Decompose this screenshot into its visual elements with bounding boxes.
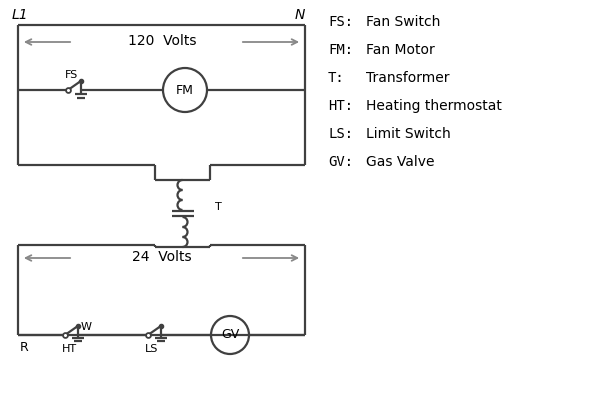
Text: LS:: LS: [328,127,353,141]
Text: GV:: GV: [328,155,353,169]
Text: Transformer: Transformer [366,71,450,85]
Text: GV: GV [221,328,239,342]
Text: LS: LS [145,344,159,354]
Text: FS: FS [65,70,78,80]
Text: 24  Volts: 24 Volts [132,250,192,264]
Text: HT: HT [61,344,77,354]
Text: FM:: FM: [328,43,353,57]
Text: 120  Volts: 120 Volts [128,34,196,48]
Text: Fan Switch: Fan Switch [366,15,440,29]
Text: FS:: FS: [328,15,353,29]
Text: N: N [295,8,306,22]
Text: Limit Switch: Limit Switch [366,127,451,141]
Text: L1: L1 [12,8,29,22]
Text: Gas Valve: Gas Valve [366,155,434,169]
Text: T: T [215,202,222,212]
Text: T:: T: [328,71,345,85]
Text: Heating thermostat: Heating thermostat [366,99,502,113]
Text: FM: FM [176,84,194,96]
Text: Fan Motor: Fan Motor [366,43,435,57]
Text: R: R [20,341,29,354]
Text: HT:: HT: [328,99,353,113]
Text: W: W [81,322,92,332]
